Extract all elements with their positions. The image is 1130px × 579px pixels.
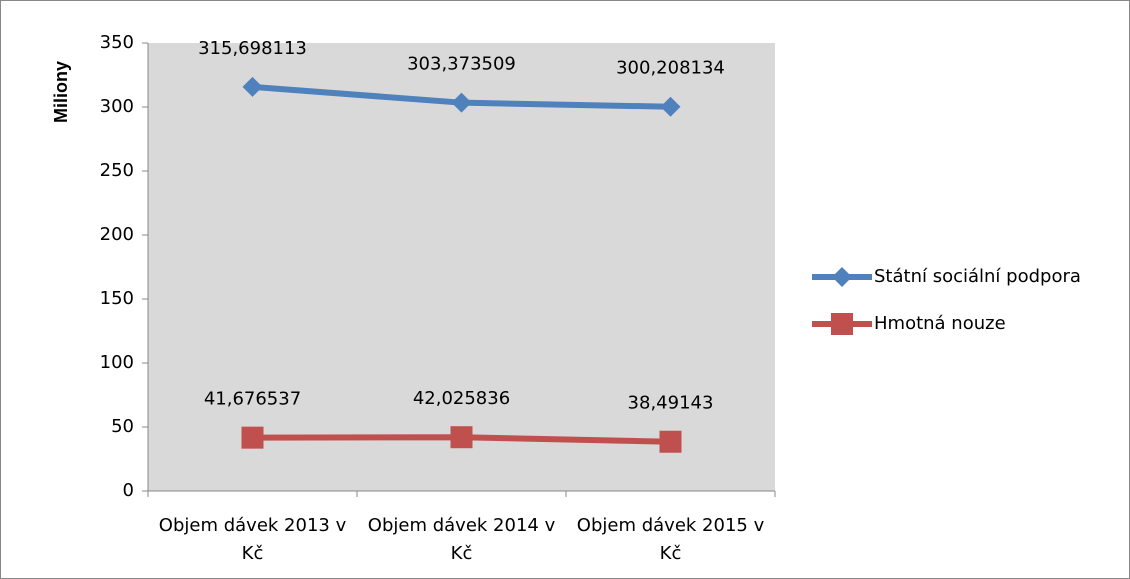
marker (660, 96, 681, 117)
marker (241, 426, 264, 449)
y-tick-label: 150 (100, 288, 134, 309)
legend-label: Hmotná nouze (874, 313, 1006, 334)
legend-label: Státní sociální podpora (874, 266, 1081, 287)
y-tick-label: 100 (100, 352, 134, 373)
data-label: 38,49143 (628, 393, 714, 414)
data-label: 315,698113 (198, 38, 307, 59)
y-tick-label: 350 (100, 32, 134, 53)
data-label: 42,025836 (413, 388, 510, 409)
marker (242, 76, 263, 97)
plot-area (148, 43, 775, 491)
y-tick-label: 50 (111, 416, 134, 437)
y-tick-label: 200 (100, 224, 134, 245)
y-tick-label: 250 (100, 160, 134, 181)
data-label: 300,208134 (616, 58, 725, 79)
y-tick-label: 300 (100, 96, 134, 117)
y-axis-label: Miliony (51, 61, 71, 123)
marker (450, 426, 473, 449)
marker (831, 313, 853, 335)
y-tick-label: 0 (123, 480, 134, 501)
marker (832, 267, 852, 287)
x-tick-label: Objem dávek 2013 v Kč (158, 515, 347, 564)
marker (659, 430, 682, 453)
data-label: 41,676537 (204, 389, 301, 410)
marker (451, 92, 472, 113)
x-tick-label: Objem dávek 2015 v Kč (576, 515, 765, 564)
data-label: 303,373509 (407, 54, 516, 75)
x-tick-label: Objem dávek 2014 v Kč (367, 515, 556, 564)
